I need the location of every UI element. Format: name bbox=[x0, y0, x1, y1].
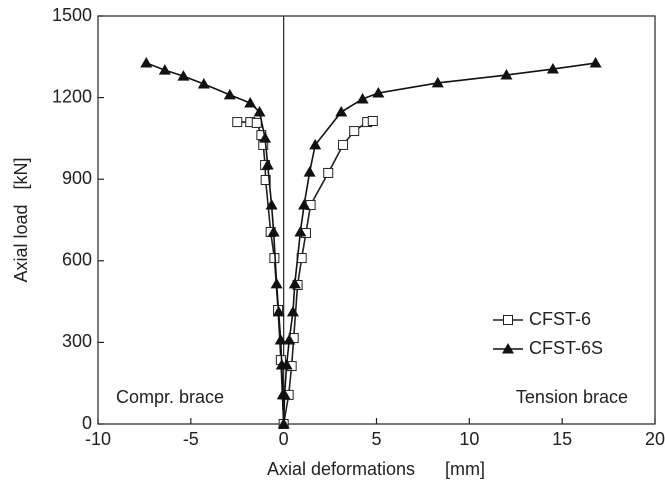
marker bbox=[265, 199, 278, 210]
marker bbox=[288, 277, 301, 289]
marker bbox=[259, 132, 272, 143]
legend-label: CFST-6S bbox=[529, 338, 603, 358]
marker bbox=[589, 57, 602, 68]
annotation: Tension brace bbox=[516, 387, 628, 407]
marker bbox=[272, 305, 285, 317]
marker bbox=[253, 106, 266, 117]
marker bbox=[431, 76, 444, 88]
marker bbox=[267, 225, 280, 237]
marker bbox=[298, 199, 311, 210]
y-axis-label: Axial load [kN] bbox=[11, 157, 31, 282]
marker bbox=[177, 70, 190, 81]
annotation: Compr. brace bbox=[116, 387, 224, 407]
marker bbox=[277, 418, 290, 429]
marker bbox=[323, 167, 334, 178]
marker bbox=[309, 138, 322, 150]
marker bbox=[372, 86, 385, 98]
x-tick-label: -10 bbox=[85, 429, 111, 449]
marker bbox=[274, 333, 287, 345]
y-tick-label: 1200 bbox=[52, 86, 92, 106]
x-tick-label: 15 bbox=[552, 429, 572, 449]
marker bbox=[232, 117, 243, 128]
marker bbox=[158, 64, 171, 75]
marker bbox=[335, 106, 348, 117]
x-tick-label: 0 bbox=[279, 429, 289, 449]
marker bbox=[338, 139, 349, 150]
marker bbox=[546, 63, 559, 74]
marker bbox=[349, 126, 360, 137]
x-tick-label: 10 bbox=[459, 429, 479, 449]
y-tick-label: 1500 bbox=[52, 5, 92, 25]
marker bbox=[280, 358, 293, 370]
marker bbox=[283, 333, 296, 345]
y-tick-label: 300 bbox=[62, 331, 92, 351]
marker bbox=[197, 78, 210, 89]
legend-marker bbox=[503, 315, 513, 325]
marker bbox=[286, 305, 299, 317]
marker bbox=[260, 175, 271, 186]
x-tick-label: 20 bbox=[645, 429, 665, 449]
marker bbox=[270, 277, 283, 289]
marker bbox=[500, 69, 513, 80]
legend-label: CFST-6 bbox=[529, 309, 591, 329]
y-tick-label: 900 bbox=[62, 168, 92, 188]
legend-marker bbox=[502, 343, 514, 354]
marker bbox=[244, 97, 257, 108]
marker bbox=[140, 57, 153, 68]
y-tick-label: 0 bbox=[82, 413, 92, 433]
marker bbox=[303, 166, 316, 177]
marker bbox=[251, 117, 262, 128]
x-tick-label: -5 bbox=[183, 429, 199, 449]
x-axis-label: Axial deformations [mm] bbox=[267, 459, 485, 479]
series-line bbox=[237, 120, 373, 425]
marker bbox=[294, 225, 307, 237]
marker bbox=[367, 115, 378, 126]
marker bbox=[261, 159, 274, 170]
marker bbox=[356, 92, 369, 104]
x-tick-label: 5 bbox=[371, 429, 381, 449]
y-tick-label: 600 bbox=[62, 250, 92, 270]
marker bbox=[223, 88, 236, 100]
marker bbox=[278, 388, 291, 400]
